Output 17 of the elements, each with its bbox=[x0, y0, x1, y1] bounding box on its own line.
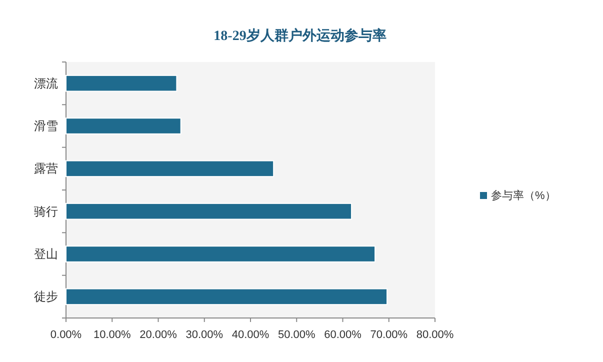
chart-title: 18-29岁人群户外运动参与率 bbox=[214, 27, 386, 44]
x-tick-label: 0.00% bbox=[50, 329, 82, 341]
x-tick-label: 50.00% bbox=[278, 329, 316, 341]
legend-label: 参与率（%） bbox=[491, 189, 556, 202]
y-tick-label: 徒步 bbox=[34, 290, 58, 304]
x-tick-label: 40.00% bbox=[232, 329, 270, 341]
x-tick-label: 20.00% bbox=[140, 329, 178, 341]
y-tick-label: 露营 bbox=[34, 162, 58, 176]
x-tick-label: 10.00% bbox=[93, 329, 131, 341]
y-tick-label: 登山 bbox=[34, 247, 58, 261]
x-tick-label: 80.00% bbox=[416, 329, 454, 341]
x-tick-label: 60.00% bbox=[324, 329, 362, 341]
y-tick-label: 骑行 bbox=[34, 204, 58, 218]
x-tick-label: 70.00% bbox=[370, 329, 408, 341]
y-tick-label: 滑雪 bbox=[34, 119, 58, 133]
y-tick-label: 漂流 bbox=[34, 76, 58, 90]
x-tick-label: 30.00% bbox=[186, 329, 224, 341]
